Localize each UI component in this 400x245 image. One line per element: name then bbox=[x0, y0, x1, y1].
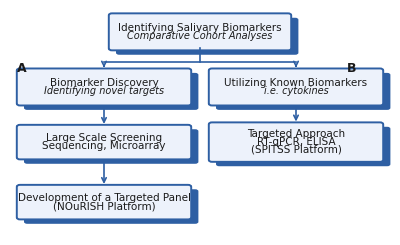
FancyBboxPatch shape bbox=[17, 125, 191, 159]
FancyBboxPatch shape bbox=[24, 129, 198, 164]
Text: RT-qPCR, ELISA: RT-qPCR, ELISA bbox=[257, 137, 335, 147]
FancyBboxPatch shape bbox=[209, 68, 383, 105]
Text: i.e. cytokines: i.e. cytokines bbox=[264, 86, 328, 96]
Text: Biomarker Discovery: Biomarker Discovery bbox=[50, 78, 158, 88]
FancyBboxPatch shape bbox=[216, 127, 390, 166]
Text: Identifying Salivary Biomarkers: Identifying Salivary Biomarkers bbox=[118, 23, 282, 33]
Text: Utilizing Known Biomarkers: Utilizing Known Biomarkers bbox=[224, 78, 368, 88]
FancyBboxPatch shape bbox=[209, 122, 383, 162]
FancyBboxPatch shape bbox=[17, 185, 191, 220]
FancyBboxPatch shape bbox=[116, 18, 298, 55]
Text: Comparative Cohort Analyses: Comparative Cohort Analyses bbox=[127, 31, 273, 41]
FancyBboxPatch shape bbox=[109, 13, 291, 50]
Text: Identifying novel targets: Identifying novel targets bbox=[44, 86, 164, 96]
FancyBboxPatch shape bbox=[24, 189, 198, 224]
Text: Large Scale Screening: Large Scale Screening bbox=[46, 133, 162, 143]
Text: B: B bbox=[347, 62, 357, 75]
Text: Development of a Targeted Panel: Development of a Targeted Panel bbox=[18, 193, 190, 203]
FancyBboxPatch shape bbox=[24, 73, 198, 110]
Text: Targeted Approach: Targeted Approach bbox=[247, 129, 345, 139]
Text: (SPITSS Platform): (SPITSS Platform) bbox=[250, 145, 342, 155]
FancyBboxPatch shape bbox=[17, 68, 191, 105]
FancyBboxPatch shape bbox=[216, 73, 390, 110]
Text: Sequencing, Microarray: Sequencing, Microarray bbox=[42, 141, 166, 151]
Text: (NOuRISH Platform): (NOuRISH Platform) bbox=[53, 201, 155, 211]
Text: A: A bbox=[17, 62, 27, 75]
